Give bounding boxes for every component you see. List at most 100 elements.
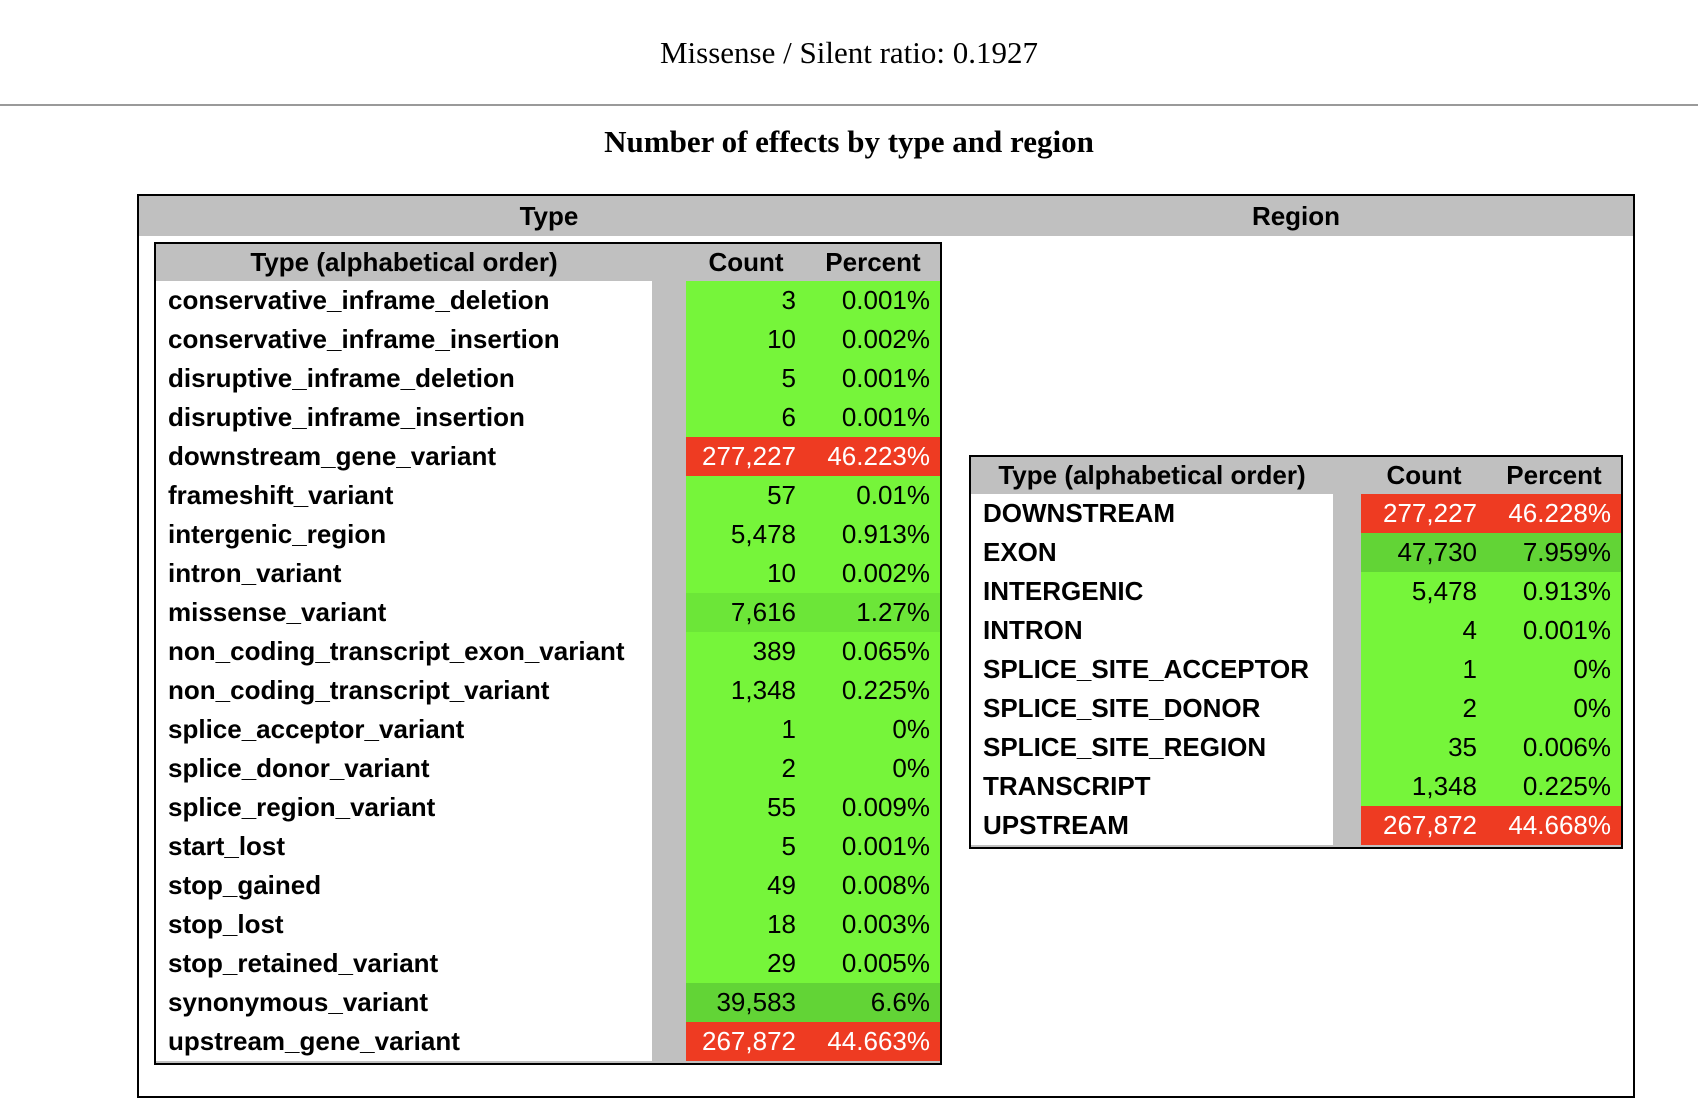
region-column-heading: Region: [1251, 201, 1341, 231]
row-type-name: stop_lost: [156, 905, 652, 944]
row-count: 267,872: [686, 1022, 806, 1061]
row-type-name: DOWNSTREAM: [971, 494, 1333, 533]
table-row: non_coding_transcript_variant 1,348 0.225%: [156, 671, 940, 710]
row-count: 2: [686, 749, 806, 788]
type-column-heading: Type: [519, 201, 579, 231]
row-type-name: SPLICE_SITE_ACCEPTOR: [971, 650, 1333, 689]
row-count: 55: [686, 788, 806, 827]
region-percent-header: Percent: [1506, 460, 1602, 490]
table-row: UPSTREAM 267,872 44.668%: [971, 806, 1621, 845]
effects-outer-table: Type Region Type (alphabetical order) Co…: [137, 194, 1635, 1098]
row-count: 5,478: [686, 515, 806, 554]
row-type-name: INTRON: [971, 611, 1333, 650]
row-percent: 0.225%: [806, 671, 940, 710]
row-percent: 0%: [806, 710, 940, 749]
row-count: 29: [686, 944, 806, 983]
region-table-header: Type (alphabetical order) Count Percent: [971, 457, 1621, 493]
row-percent: 6.6%: [806, 983, 940, 1022]
row-percent: 44.663%: [806, 1022, 940, 1061]
row-count: 47,730: [1361, 533, 1487, 572]
row-type-name: INTERGENIC: [971, 572, 1333, 611]
row-type-name: conservative_inframe_insertion: [156, 320, 652, 359]
row-count: 389: [686, 632, 806, 671]
table-row: DOWNSTREAM 277,227 46.228%: [971, 494, 1621, 533]
table-row: upstream_gene_variant 267,872 44.663%: [156, 1022, 940, 1061]
row-count: 5: [686, 827, 806, 866]
row-percent: 0%: [1487, 689, 1621, 728]
row-percent: 0.009%: [806, 788, 940, 827]
row-count: 3: [686, 281, 806, 320]
row-count: 49: [686, 866, 806, 905]
row-count: 10: [686, 320, 806, 359]
table-row: INTERGENIC 5,478 0.913%: [971, 572, 1621, 611]
horizontal-rule: [0, 104, 1698, 106]
row-percent: 46.228%: [1487, 494, 1621, 533]
row-count: 57: [686, 476, 806, 515]
row-count: 1: [686, 710, 806, 749]
row-type-name: splice_region_variant: [156, 788, 652, 827]
row-type-name: synonymous_variant: [156, 983, 652, 1022]
row-percent: 0%: [806, 749, 940, 788]
type-table-header: Type (alphabetical order) Count Percent: [156, 244, 940, 280]
table-row: missense_variant 7,616 1.27%: [156, 593, 940, 632]
table-row: start_lost 5 0.001%: [156, 827, 940, 866]
effects-by-type-table: Type (alphabetical order) Count Percent …: [154, 242, 942, 1065]
row-count: 4: [1361, 611, 1487, 650]
row-percent: 0.001%: [806, 359, 940, 398]
table-row: conservative_inframe_deletion 3 0.001%: [156, 281, 940, 320]
row-type-name: downstream_gene_variant: [156, 437, 652, 476]
row-type-name: SPLICE_SITE_REGION: [971, 728, 1333, 767]
table-row: frameshift_variant 57 0.01%: [156, 476, 940, 515]
row-type-name: TRANSCRIPT: [971, 767, 1333, 806]
table-row: conservative_inframe_insertion 10 0.002%: [156, 320, 940, 359]
row-type-name: splice_acceptor_variant: [156, 710, 652, 749]
row-type-name: EXON: [971, 533, 1333, 572]
missense-silent-ratio: Missense / Silent ratio: 0.1927: [659, 35, 1038, 70]
row-percent: 7.959%: [1487, 533, 1621, 572]
table-row: EXON 47,730 7.959%: [971, 533, 1621, 572]
row-percent: 0.001%: [1487, 611, 1621, 650]
table-row: splice_region_variant 55 0.009%: [156, 788, 940, 827]
row-percent: 0.225%: [1487, 767, 1621, 806]
row-type-name: intergenic_region: [156, 515, 652, 554]
row-percent: 0.913%: [806, 515, 940, 554]
table-row: intron_variant 10 0.002%: [156, 554, 940, 593]
row-percent: 46.223%: [806, 437, 940, 476]
row-count: 5: [686, 359, 806, 398]
row-type-name: non_coding_transcript_exon_variant: [156, 632, 652, 671]
row-percent: 0.002%: [806, 320, 940, 359]
row-type-name: disruptive_inframe_deletion: [156, 359, 652, 398]
row-percent: 0.001%: [806, 827, 940, 866]
row-type-name: UPSTREAM: [971, 806, 1333, 845]
row-count: 267,872: [1361, 806, 1487, 845]
row-percent: 0.005%: [806, 944, 940, 983]
outer-table-header: Type Region: [139, 196, 1633, 236]
row-percent: 0.006%: [1487, 728, 1621, 767]
table-row: non_coding_transcript_exon_variant 389 0.0…: [156, 632, 940, 671]
row-count: 39,583: [686, 983, 806, 1022]
row-type-name: missense_variant: [156, 593, 652, 632]
row-count: 7,616: [686, 593, 806, 632]
type-percent-header: Percent: [825, 247, 921, 277]
row-percent: 44.668%: [1487, 806, 1621, 845]
row-count: 18: [686, 905, 806, 944]
row-percent: 0.065%: [806, 632, 940, 671]
table-row: INTRON 4 0.001%: [971, 611, 1621, 650]
row-percent: 0.008%: [806, 866, 940, 905]
row-percent: 0%: [1487, 650, 1621, 689]
row-percent: 0.913%: [1487, 572, 1621, 611]
row-count: 277,227: [686, 437, 806, 476]
row-percent: 0.01%: [806, 476, 940, 515]
row-count: 6: [686, 398, 806, 437]
row-type-name: stop_gained: [156, 866, 652, 905]
row-percent: 1.27%: [806, 593, 940, 632]
row-percent: 0.001%: [806, 281, 940, 320]
table-row: SPLICE_SITE_REGION 35 0.006%: [971, 728, 1621, 767]
table-row: disruptive_inframe_deletion 5 0.001%: [156, 359, 940, 398]
row-type-name: SPLICE_SITE_DONOR: [971, 689, 1333, 728]
effects-by-region-table: Type (alphabetical order) Count Percent …: [969, 455, 1623, 849]
row-type-name: frameshift_variant: [156, 476, 652, 515]
row-percent: 0.001%: [806, 398, 940, 437]
table-row: intergenic_region 5,478 0.913%: [156, 515, 940, 554]
region-name-header: Type (alphabetical order): [998, 460, 1306, 490]
